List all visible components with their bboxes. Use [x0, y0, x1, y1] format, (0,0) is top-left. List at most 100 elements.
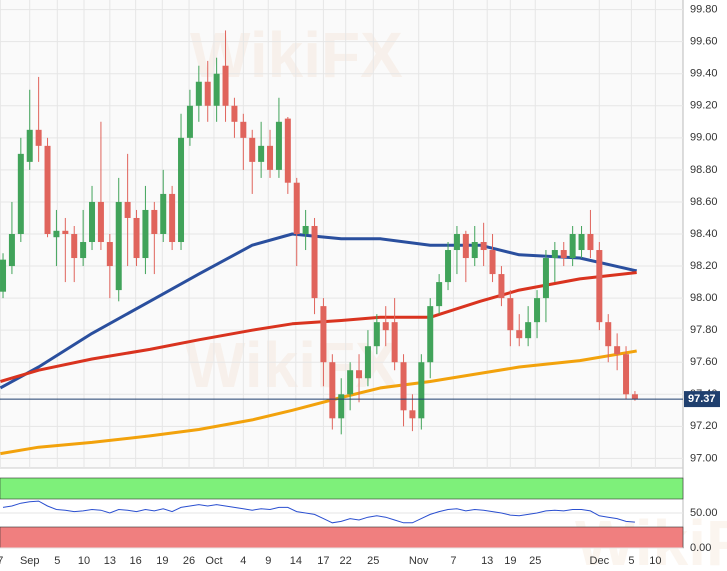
- y-tick-label: 98.60: [690, 196, 718, 208]
- candle-body: [169, 193, 176, 243]
- candle-body: [106, 242, 113, 267]
- candle-body: [445, 250, 452, 283]
- candle-body: [133, 217, 140, 259]
- candle-body: [471, 242, 478, 259]
- candle-body: [284, 118, 291, 183]
- x-tick-label: 9: [265, 555, 271, 567]
- candle-body: [231, 105, 238, 122]
- watermark: WikiFX: [190, 19, 403, 91]
- candle-body: [614, 346, 621, 355]
- candle-body: [222, 65, 229, 106]
- candle-body: [578, 234, 585, 251]
- y-tick-label: 99.80: [690, 4, 718, 16]
- candle-body: [258, 145, 265, 162]
- x-tick-label: 13: [481, 555, 493, 567]
- x-tick-label: 25: [367, 555, 379, 567]
- candle-body: [89, 201, 96, 243]
- y-tick-label: 99.20: [690, 100, 718, 112]
- candle-body: [542, 258, 549, 299]
- y-tick-label: 99.00: [690, 132, 718, 144]
- candle-body: [62, 230, 69, 234]
- candle-body: [453, 234, 460, 251]
- candle-body: [195, 81, 202, 106]
- y-tick-label: 97.20: [690, 420, 718, 432]
- candle-body: [8, 234, 15, 267]
- x-tick-label: 5: [54, 555, 60, 567]
- y-tick-label: 97.80: [690, 324, 718, 336]
- x-tick-label: 25: [529, 555, 541, 567]
- candle-body: [320, 306, 327, 363]
- x-tick-label: 16: [130, 555, 142, 567]
- y-tick-label: 99.60: [690, 36, 718, 48]
- candle-body: [489, 250, 496, 275]
- candle-body: [525, 322, 532, 339]
- x-tick-label: Nov: [409, 555, 429, 567]
- x-tick-label: 10: [649, 555, 661, 567]
- candle-body: [427, 306, 434, 363]
- candle-body: [631, 394, 638, 400]
- moving-average: [0, 349, 637, 456]
- candle-body: [97, 201, 104, 243]
- x-tick-label: Sep: [20, 555, 40, 567]
- candle-body: [204, 81, 211, 106]
- candle-body: [44, 145, 51, 234]
- watermark: WikiFX: [185, 329, 398, 401]
- candle-body: [178, 137, 185, 243]
- indicator-band: [0, 526, 684, 549]
- candle-body: [347, 370, 354, 395]
- y-tick-label: 99.40: [690, 68, 718, 80]
- candle-body: [115, 201, 122, 291]
- candle-body: [373, 322, 380, 347]
- candle-body: [623, 354, 630, 395]
- x-tick-label: 19: [504, 555, 516, 567]
- y-tick-label: 97.00: [690, 452, 718, 464]
- candle-body: [356, 370, 363, 379]
- candle-body: [605, 322, 612, 347]
- candle-body: [436, 282, 443, 307]
- indicator-band: [0, 477, 684, 500]
- candle-body: [249, 137, 256, 162]
- candle-body: [160, 193, 167, 234]
- candle-body: [142, 209, 149, 259]
- x-tick-label: 7: [0, 555, 3, 567]
- candle-body: [498, 274, 505, 299]
- candle-body: [17, 153, 24, 234]
- candle-body: [534, 298, 541, 323]
- y-tick-label: 98.40: [690, 228, 718, 240]
- x-tick-label: 5: [628, 555, 634, 567]
- candle-body: [311, 225, 318, 299]
- candle-body: [587, 234, 594, 251]
- indicator-line: [2, 500, 635, 524]
- candle-body: [364, 346, 371, 379]
- x-tick-label: Dec: [590, 555, 610, 567]
- last-price-label: 97.37: [688, 393, 716, 405]
- candle-body: [391, 322, 398, 363]
- candle-body: [329, 362, 336, 419]
- candle-body: [35, 129, 42, 146]
- candle-body: [382, 322, 389, 331]
- candle-body: [267, 145, 274, 170]
- candle-body: [71, 234, 78, 259]
- candle-body: [507, 298, 514, 331]
- candle-body: [338, 394, 345, 419]
- candle-body: [409, 410, 416, 419]
- x-tick-label: 7: [450, 555, 456, 567]
- candle-body: [186, 105, 193, 138]
- candle-body: [151, 209, 158, 234]
- candle-body: [569, 234, 576, 259]
- candle-body: [80, 242, 87, 259]
- y-tick-label: 98.00: [690, 292, 718, 304]
- x-tick-label: 10: [78, 555, 90, 567]
- candle-body: [53, 230, 60, 238]
- candle-body: [418, 362, 425, 419]
- indicator-tick-label: 0.00: [690, 542, 711, 554]
- y-tick-label: 97.60: [690, 356, 718, 368]
- moving-average: [0, 271, 637, 383]
- candle-body: [0, 259, 7, 292]
- candle-body: [560, 250, 567, 259]
- candle-body: [462, 234, 469, 259]
- x-tick-label: 26: [183, 555, 195, 567]
- y-tick-label: 98.80: [690, 164, 718, 176]
- x-tick-label: 19: [156, 555, 168, 567]
